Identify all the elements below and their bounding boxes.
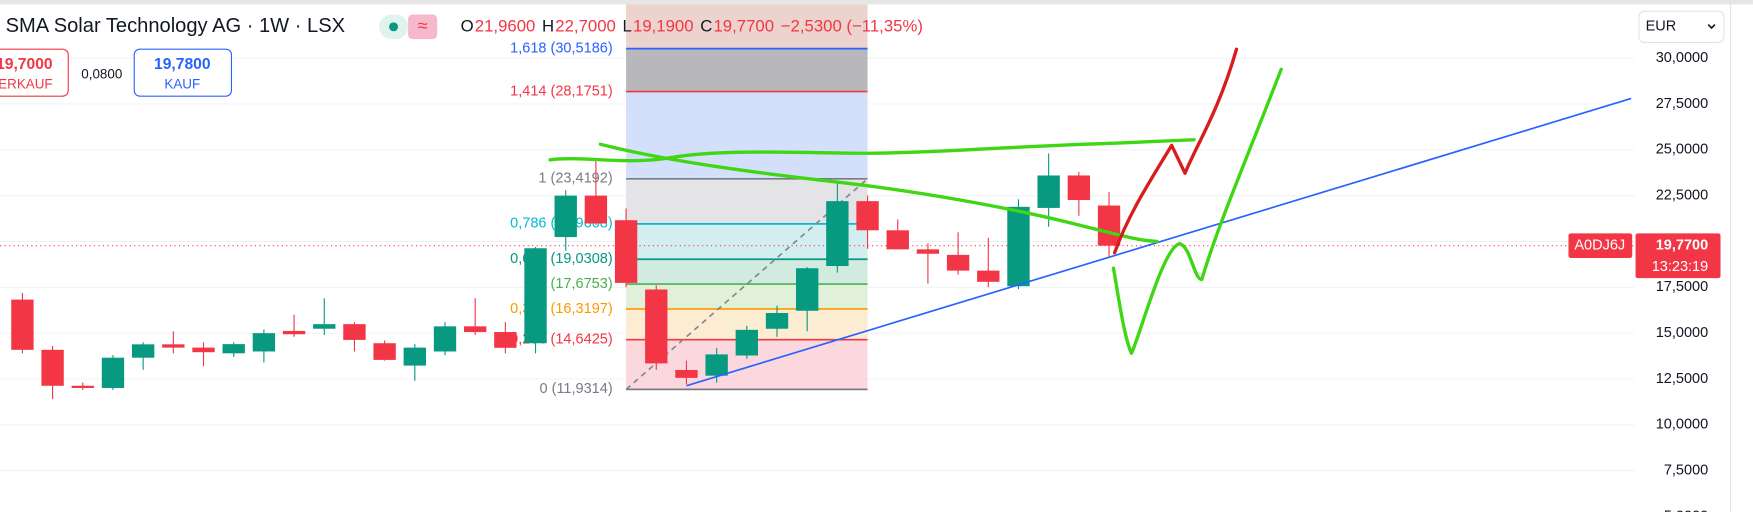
candle-body [1067, 175, 1091, 201]
symbol-tag: A0DJ6J [1574, 238, 1625, 254]
candle-body [463, 326, 487, 333]
candle-body [131, 344, 155, 358]
fib-zone [626, 48, 868, 92]
y-tick-label: 22,5000 [1656, 187, 1708, 203]
sell-price: 19,7000 [0, 56, 53, 73]
fib-label: 0,5 (17,6753) [526, 276, 612, 292]
fib-label: 1 (23,4192) [538, 171, 612, 187]
candle-body [886, 230, 909, 250]
y-tick-label: 10,0000 [1656, 417, 1708, 433]
ohlc-value: 22,7000 [555, 16, 616, 35]
candle-body [343, 324, 366, 340]
chart-title: SMA Solar Technology AG · 1W · LSX [6, 15, 345, 37]
candle-body [1037, 175, 1060, 208]
candle-body [946, 254, 970, 271]
hand-drawn-line [1112, 47, 1239, 255]
candle-body [373, 343, 396, 360]
candle-body [856, 201, 879, 231]
y-tick-label: 25,0000 [1656, 142, 1708, 158]
y-tick-label: 17,5000 [1656, 279, 1708, 295]
candle-body [192, 347, 215, 353]
candle-body [584, 195, 608, 224]
ohlc-value: 19,1900 [633, 16, 694, 35]
candle-body [403, 347, 426, 366]
candle-body [977, 270, 1000, 282]
ohlc-key: L [623, 16, 632, 35]
spread: 0,0800 [81, 66, 122, 81]
candle-body [524, 248, 547, 344]
ohlc-value: 19,7700 [713, 16, 774, 35]
ohlc-key: O [461, 16, 474, 35]
compare-button[interactable] [408, 14, 438, 40]
candle-body [1007, 206, 1030, 287]
y-tick-label: 12,5000 [1656, 371, 1708, 387]
y-tick-label: 27,5000 [1656, 96, 1708, 112]
candle-body [826, 201, 849, 267]
dropdown-arrow [1707, 24, 1716, 30]
candle-body [675, 369, 698, 378]
hand-drawn-line [548, 138, 1196, 163]
fib-zone [626, 91, 868, 179]
currency-select[interactable] [1638, 10, 1725, 44]
hand-drawn-line [598, 142, 1159, 244]
candle-body [162, 344, 185, 348]
change: −2,5300 (−11,35%) [781, 16, 923, 35]
candle-body [916, 249, 940, 254]
buy-button[interactable] [133, 48, 233, 97]
candle-body [705, 354, 728, 376]
trendline [686, 97, 1632, 387]
candle-body [41, 349, 64, 386]
countdown: 13:23:19 [1652, 259, 1709, 275]
status-dot [389, 22, 399, 32]
price-tag: 19,7700 [1656, 238, 1708, 254]
candle-body [222, 344, 245, 354]
hand-drawn-line [1111, 67, 1283, 355]
drawings [548, 47, 1283, 355]
fib-label: 0 (11,9314) [540, 381, 613, 397]
ohlc-key: H [542, 16, 554, 35]
sell-button[interactable] [0, 48, 69, 97]
buy-price: 19,7800 [154, 56, 211, 73]
candle-body [282, 330, 306, 335]
fib-label: 1,414 (28,1751) [510, 83, 612, 99]
sell-label: VERKAUF [0, 77, 53, 92]
candle-body [614, 220, 638, 283]
top-border [0, 0, 1753, 5]
ohlc-value: 21,9600 [475, 16, 536, 35]
candle-body [645, 289, 668, 364]
price-tag-bg [1635, 233, 1721, 279]
currency: EUR [1646, 19, 1677, 35]
candle-body [71, 385, 94, 388]
candle-body [252, 333, 276, 352]
candle-body [11, 299, 34, 350]
candle-body [101, 357, 125, 388]
candle-body [313, 324, 336, 329]
symbol-tag-bg [1568, 233, 1633, 258]
candle-body [796, 268, 819, 311]
y-tick-label: 30,0000 [1656, 50, 1708, 66]
y-tick-label: 7,5000 [1664, 462, 1708, 478]
y-tick-label: 5,0000 [1664, 508, 1708, 512]
buy-label: KAUF [164, 77, 200, 92]
candle-body [1097, 205, 1121, 246]
fib-extension-zone [626, 0, 868, 49]
candle-body [735, 329, 759, 356]
fib-label: 1,618 (30,5186) [510, 40, 612, 56]
icon: ≈ [418, 16, 428, 36]
marks [11, 97, 1632, 400]
ohlc-key: C [700, 16, 712, 35]
candle-body [433, 326, 457, 352]
candle-body [554, 195, 577, 238]
candle-body [494, 332, 517, 348]
candle-body [765, 312, 789, 329]
y-tick-label: 15,0000 [1656, 325, 1708, 341]
